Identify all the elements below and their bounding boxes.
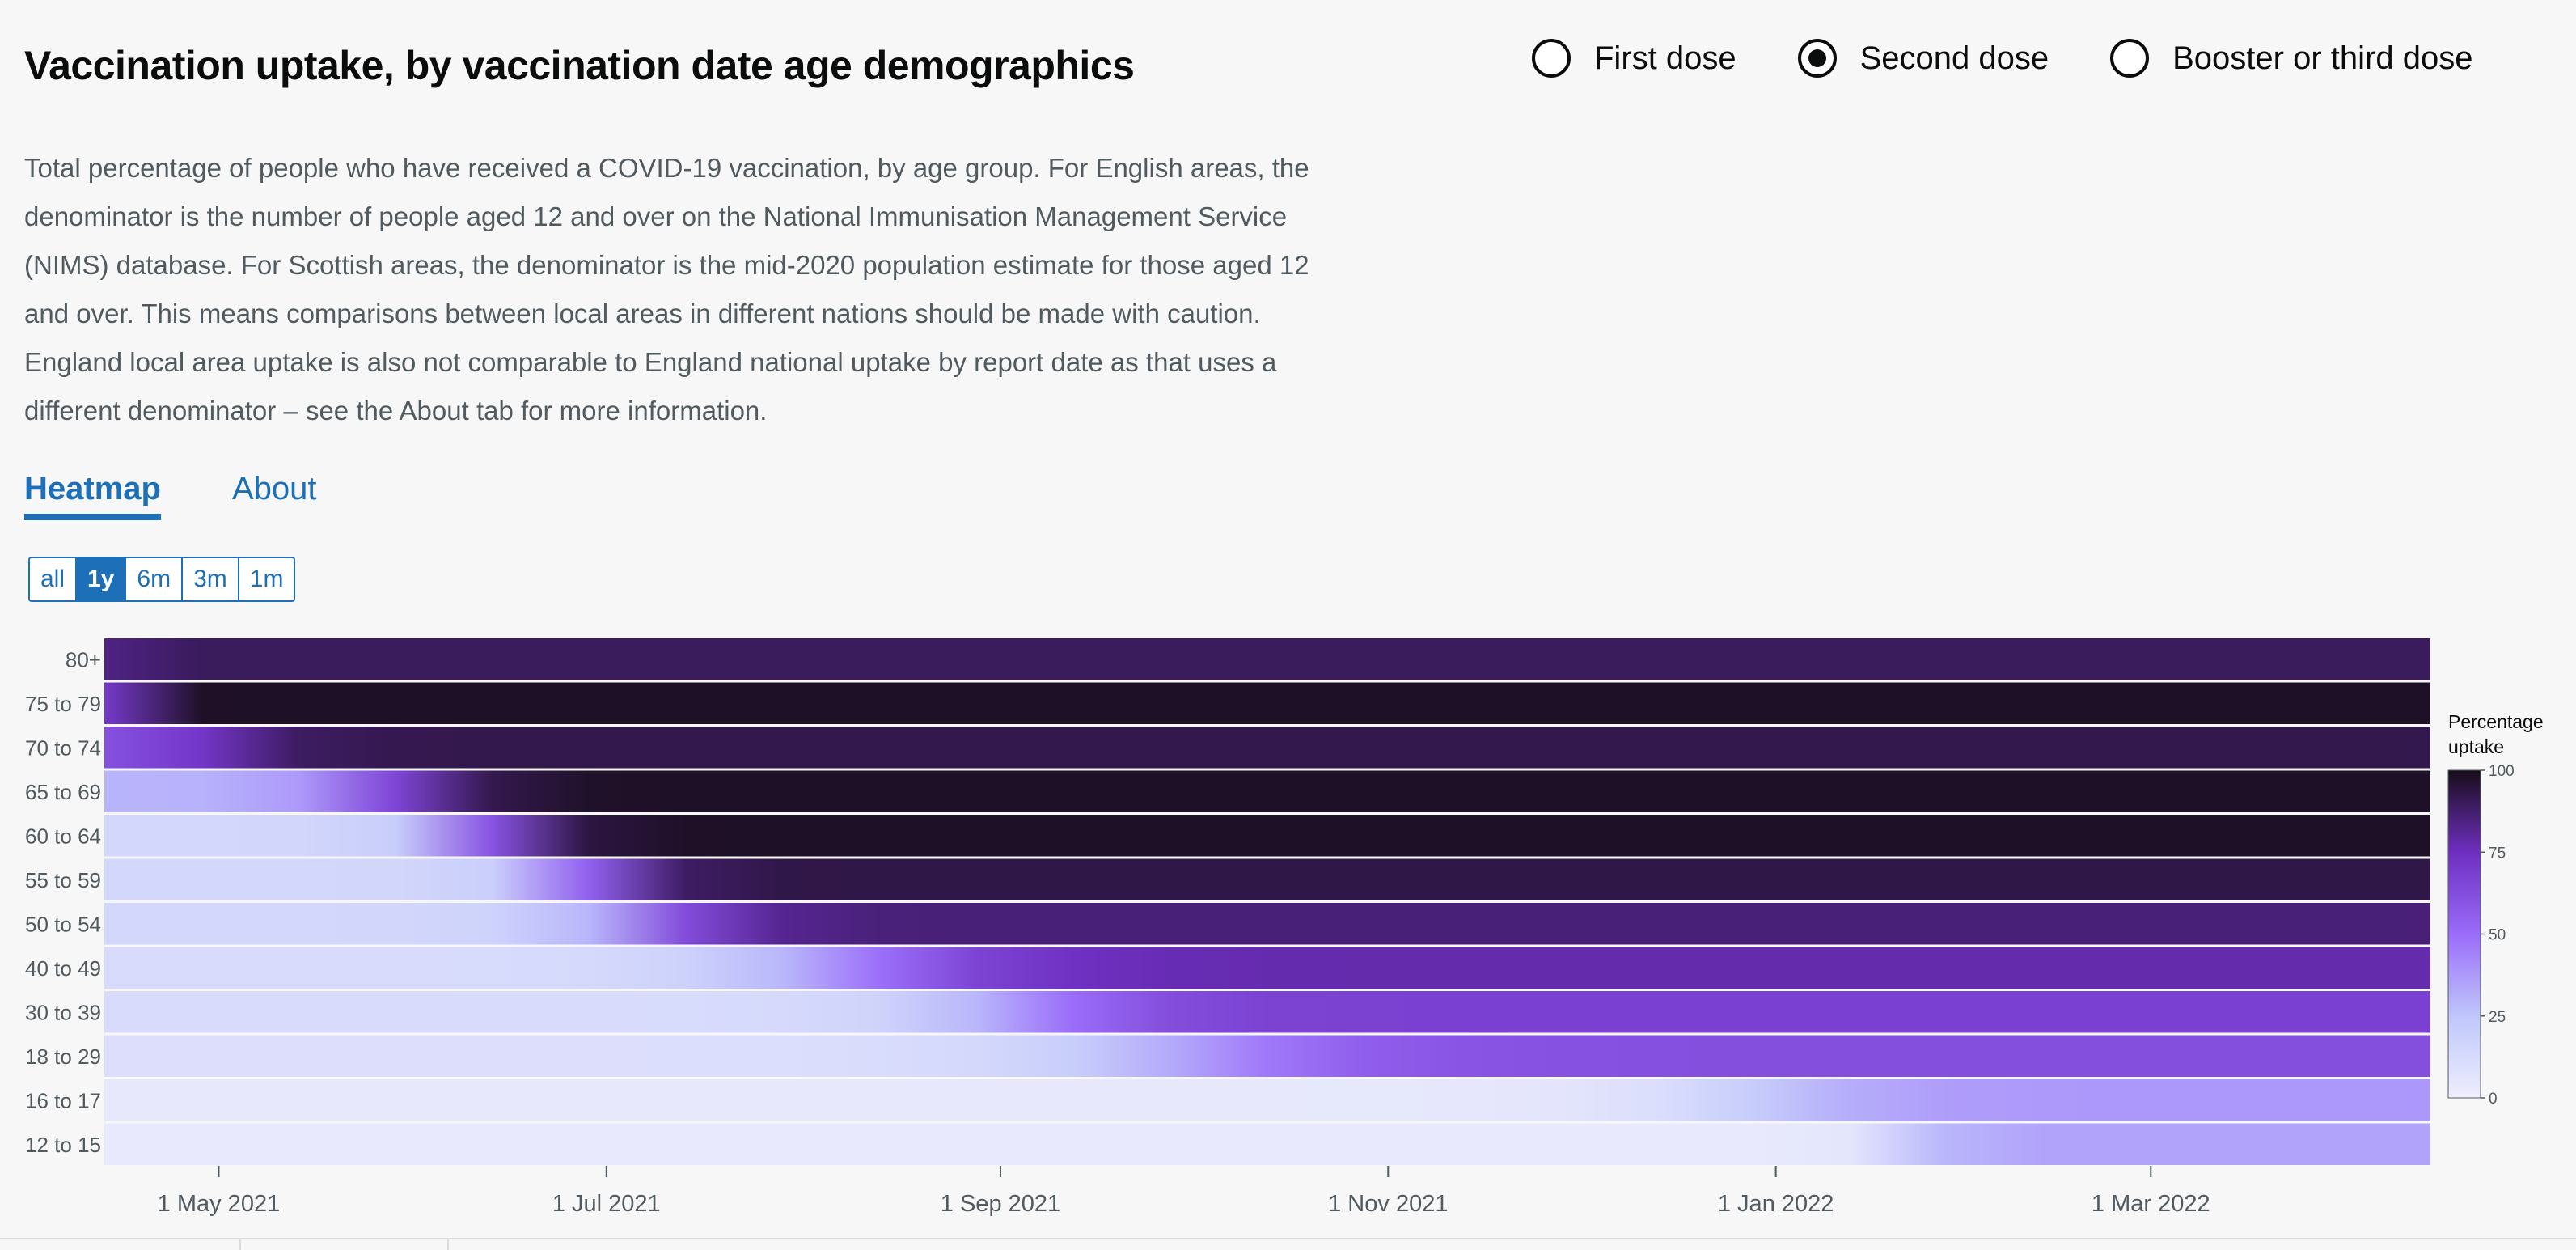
legend-tick-label: 75 (2489, 845, 2506, 862)
heatmap-row (104, 947, 2430, 989)
heatmap-row (104, 858, 2430, 900)
heatmap-chart: 80+ 75 to 79 70 to 74 65 to 69 60 to 64 55 to… (25, 638, 2544, 1217)
x-tick-label: 1 Sep 2021 (941, 1191, 1060, 1217)
heatmap-row (104, 1035, 2430, 1077)
legend-tick-label: 0 (2489, 1091, 2498, 1108)
legend-color-bar (2447, 769, 2481, 1099)
row-label: 75 to 79 (25, 692, 101, 716)
heatmap-row (104, 1079, 2430, 1121)
heatmap-row (104, 682, 2430, 724)
row-label: 18 to 29 (25, 1044, 101, 1069)
heatmap-row (104, 903, 2430, 945)
legend-tick-label: 50 (2489, 927, 2506, 944)
radio-second-dose-label[interactable]: Second dose (1859, 40, 2049, 76)
range-all-button[interactable]: all (30, 558, 78, 600)
radio-booster-dose-circle[interactable] (2110, 39, 2150, 78)
radio-booster-dose-label[interactable]: Booster or third dose (2172, 40, 2473, 76)
heatmap-row (104, 1123, 2430, 1165)
x-tick-label: 1 Nov 2021 (1328, 1191, 1448, 1217)
range-6m-button[interactable]: 6m (126, 558, 184, 600)
row-label: 70 to 74 (25, 735, 101, 760)
range-1y-button[interactable]: 1y (77, 558, 127, 600)
view-tabs: Heatmap About (24, 471, 387, 520)
heatmap-row (104, 770, 2430, 812)
row-label: 16 to 17 (25, 1088, 101, 1112)
range-1m-button[interactable]: 1m (249, 566, 284, 592)
x-tick-label: 1 Jan 2022 (1718, 1191, 1834, 1217)
heatmap-row (104, 991, 2430, 1033)
row-label: 65 to 69 (25, 780, 101, 804)
row-label: 30 to 39 (25, 1000, 101, 1024)
row-label: 40 to 49 (25, 956, 101, 981)
bottom-tab-divider (239, 1239, 241, 1250)
bottom-divider (0, 1238, 2576, 1250)
x-tick-label: 1 Mar 2022 (2092, 1191, 2210, 1217)
chart-description: Total percentage of people who have rece… (24, 153, 1309, 426)
x-tick-label: 1 Jul 2021 (552, 1191, 661, 1217)
heatmap-row (104, 638, 2430, 680)
tab-about[interactable]: About (231, 471, 317, 506)
range-3m-button[interactable]: 3m (183, 558, 239, 600)
row-label: 50 to 54 (25, 912, 101, 936)
radio-first-dose-circle[interactable] (1532, 39, 1571, 78)
legend-title: uptake (2448, 736, 2504, 757)
legend-title: Percentage (2448, 711, 2544, 732)
radio-second-dose[interactable]: Second dose (1797, 39, 2049, 78)
radio-first-dose[interactable]: First dose (1532, 39, 1736, 78)
tab-heatmap[interactable]: Heatmap (24, 471, 161, 520)
heatmap-row (104, 727, 2430, 769)
legend-tick-label: 25 (2489, 1009, 2506, 1026)
heatmap-row (104, 815, 2430, 857)
row-label: 60 to 64 (25, 824, 101, 848)
dose-radio-group: First dose Second dose Booster or third … (1532, 39, 2534, 78)
radio-second-dose-circle[interactable] (1797, 39, 1837, 78)
radio-booster-dose[interactable]: Booster or third dose (2110, 39, 2472, 78)
legend-tick-label: 100 (2489, 763, 2515, 780)
row-label: 55 to 59 (25, 868, 101, 892)
page-title: Vaccination uptake, by vaccination date … (24, 43, 1135, 88)
row-label: 80+ (66, 647, 101, 672)
bottom-tab-divider (447, 1239, 449, 1250)
x-tick-label: 1 May 2021 (158, 1191, 281, 1217)
row-label: 12 to 15 (25, 1133, 101, 1157)
time-range-selector: all 1y 6m 3m 1m (28, 557, 296, 602)
radio-first-dose-label[interactable]: First dose (1594, 40, 1736, 76)
